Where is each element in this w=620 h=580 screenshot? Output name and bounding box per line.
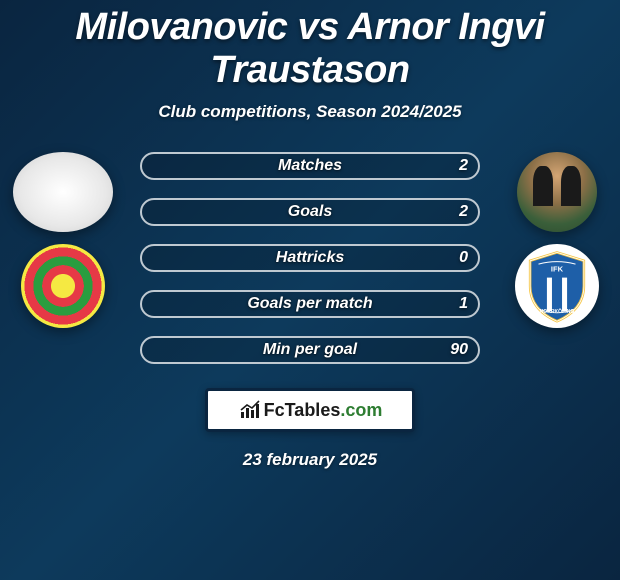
player-left-avatar — [13, 152, 113, 232]
stat-right-value: 2 — [459, 203, 468, 221]
stat-label: Goals — [288, 203, 332, 221]
stats-list: Matches 2 Goals 2 Hattricks 0 Goals per … — [140, 152, 480, 364]
stat-right-value: 90 — [450, 341, 468, 359]
stat-label: Min per goal — [263, 341, 357, 359]
player-left-column — [8, 152, 118, 328]
comparison-panel: IFK NORRKÖPING Matches 2 Goals 2 Hattric… — [0, 152, 620, 470]
stat-label: Matches — [278, 157, 342, 175]
stat-row: Goals per match 1 — [140, 290, 480, 318]
stat-right-value: 2 — [459, 157, 468, 175]
chart-icon — [238, 398, 262, 422]
stat-label: Goals per match — [247, 295, 372, 313]
svg-text:NORRKÖPING: NORRKÖPING — [540, 308, 575, 315]
brand-suffix: .com — [340, 400, 382, 420]
svg-text:IFK: IFK — [551, 265, 564, 274]
brand-badge: FcTables.com — [205, 388, 415, 432]
stat-row: Matches 2 — [140, 152, 480, 180]
brand-text: FcTables.com — [264, 400, 383, 421]
player-left-club-badge — [21, 244, 105, 328]
stat-right-value: 0 — [459, 249, 468, 267]
stat-row: Hattricks 0 — [140, 244, 480, 272]
brand-name: FcTables — [264, 400, 341, 420]
stat-label: Hattricks — [276, 249, 344, 267]
player-right-club-badge: IFK NORRKÖPING — [515, 244, 599, 328]
page-title: Milovanovic vs Arnor Ingvi Traustason — [0, 0, 620, 92]
player-right-column: IFK NORRKÖPING — [502, 152, 612, 328]
stat-row: Goals 2 — [140, 198, 480, 226]
stat-right-value: 1 — [459, 295, 468, 313]
stat-row: Min per goal 90 — [140, 336, 480, 364]
subtitle: Club competitions, Season 2024/2025 — [0, 102, 620, 122]
player-right-avatar — [517, 152, 597, 232]
date-label: 23 february 2025 — [0, 450, 620, 470]
